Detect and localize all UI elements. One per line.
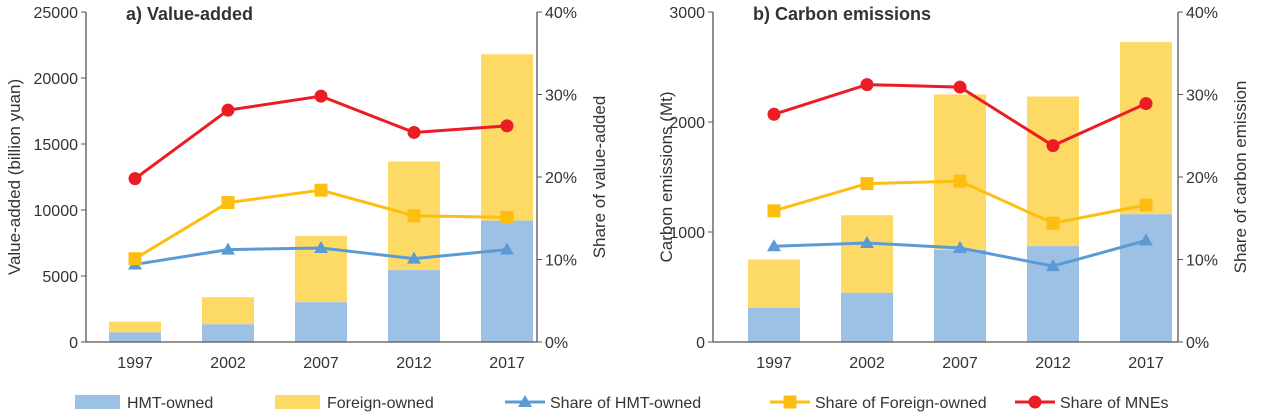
chart-0-line-0-point — [314, 240, 328, 253]
chart-0-y-tick-label: 20000 — [34, 71, 79, 88]
chart-1-bar-hmt — [748, 307, 800, 342]
chart-0-x-tick-label: 2017 — [489, 355, 525, 372]
legend-label: Share of MNEs — [1060, 395, 1168, 412]
chart-1-y-tick-label: 2000 — [669, 115, 705, 132]
chart-0-y2-tick-label: 0% — [545, 335, 568, 352]
chart-1-line-0-point — [1139, 233, 1153, 246]
chart-1-bar-foreign — [841, 215, 893, 293]
legend-label: HMT-owned — [127, 395, 213, 412]
chart-0-y2-tick-label: 20% — [545, 170, 577, 187]
chart-0-y-tick-label: 10000 — [34, 203, 79, 220]
legend-marker — [518, 395, 532, 407]
chart-1-y2-tick-label: 30% — [1186, 88, 1218, 105]
legend-label: Share of Foreign-owned — [815, 395, 987, 412]
chart-1-line-2-point — [767, 107, 781, 121]
legend-marker — [1028, 395, 1042, 409]
chart-1-y-tick-label: 3000 — [669, 5, 705, 22]
legend-label: Share of HMT-owned — [550, 395, 701, 412]
chart-1-bar-foreign — [934, 94, 986, 250]
chart-0-bar-foreign — [202, 297, 254, 325]
chart-0-x-tick-label: 2002 — [210, 355, 246, 372]
legend-swatch — [275, 395, 320, 409]
chart-1-x-tick-label: 2007 — [942, 355, 978, 372]
chart-0-bar-foreign — [481, 54, 533, 221]
chart-1-y2-tick-label: 20% — [1186, 170, 1218, 187]
chart-1-x-tick-label: 2012 — [1035, 355, 1071, 372]
legend-label: Foreign-owned — [327, 395, 434, 412]
chart-0-line-0-point — [500, 242, 514, 255]
chart-0-bar-hmt — [202, 324, 254, 342]
chart-1-y-tick-label: 0 — [696, 335, 705, 352]
chart-0-x-tick-label: 1997 — [117, 355, 153, 372]
chart-1-y2-tick-label: 0% — [1186, 335, 1209, 352]
chart-1-bar-hmt — [1120, 214, 1172, 342]
chart-1-line-1-point — [767, 204, 781, 218]
chart-1-bar-foreign — [748, 259, 800, 308]
chart-0-line-1-point — [221, 196, 235, 210]
chart-0-line-2-point — [500, 119, 514, 133]
chart-1-x-tick-label: 2017 — [1128, 355, 1164, 372]
chart-0-line-0-point — [407, 251, 421, 264]
chart-1-x-tick-label: 2002 — [849, 355, 885, 372]
chart-1-line-2-point — [860, 78, 874, 92]
chart-1-line-2-point — [1139, 97, 1153, 111]
chart-0-y-tick-label: 25000 — [34, 5, 79, 22]
chart-1-line-2-point — [953, 80, 967, 94]
chart-0-line-2 — [134, 94, 508, 180]
chart-0-line-0-point — [221, 242, 235, 255]
chart-1-line-0-point — [953, 240, 967, 253]
chart-1-y2-label: Share of carbon emission — [1231, 81, 1250, 274]
chart-1-y2-tick-label: 10% — [1186, 253, 1218, 270]
chart-0-x-tick-label: 2012 — [396, 355, 432, 372]
chart-0-y-tick-label: 0 — [69, 335, 78, 352]
chart-1-bar-foreign — [1120, 42, 1172, 215]
chart-1-title: b) Carbon emissions — [753, 4, 931, 24]
chart-1-y-tick-label: 1000 — [669, 225, 705, 242]
chart-1-line-1-point — [1046, 216, 1060, 230]
chart-0-bar-hmt — [388, 270, 440, 342]
chart-1-line-1-point — [953, 174, 967, 188]
chart-0-y2-tick-label: 40% — [545, 5, 577, 22]
chart-0-y-label: Value-added (billion yuan) — [5, 79, 24, 275]
chart-0-line-1-point — [407, 209, 421, 223]
chart-0-line-2-point — [314, 89, 328, 103]
legend-marker — [783, 395, 797, 409]
chart-0-y-tick-label: 15000 — [34, 137, 79, 154]
chart-1-line-1-point — [860, 177, 874, 191]
chart-0-y2-label: Share of value-added — [590, 96, 609, 259]
chart-0-x-tick-label: 2007 — [303, 355, 339, 372]
legend-swatch — [75, 395, 120, 409]
chart-0-y-tick-label: 5000 — [42, 269, 78, 286]
chart-1-bar-hmt — [841, 292, 893, 342]
chart-0-line-1-point — [128, 252, 142, 266]
chart-0-line-2-point — [221, 103, 235, 117]
chart-1-line-2-point — [1046, 139, 1060, 153]
chart-1-line-0-point — [767, 239, 781, 252]
chart-0-bar-hmt — [295, 302, 347, 342]
chart-0-line-1-point — [500, 210, 514, 224]
chart-0-bar-hmt — [109, 332, 161, 342]
chart-1-line-1-point — [1139, 198, 1153, 212]
chart-0-bar-foreign — [109, 321, 161, 333]
chart-0-y2-tick-label: 10% — [545, 253, 577, 270]
chart-0-title: a) Value-added — [126, 4, 253, 24]
chart-1-y2-tick-label: 40% — [1186, 5, 1218, 22]
chart-0-line-1-point — [314, 183, 328, 197]
chart-0-bar-hmt — [481, 220, 533, 342]
chart-0-y2-tick-label: 30% — [545, 88, 577, 105]
chart-1-y-label: Carbon emissions (Mt) — [657, 92, 676, 263]
chart-1-x-tick-label: 1997 — [756, 355, 792, 372]
chart-1-bar-hmt — [934, 249, 986, 342]
chart-0-line-2-point — [128, 172, 142, 186]
chart-1-line-0-point — [1046, 259, 1060, 272]
chart-0-line-2-point — [407, 125, 421, 139]
chart-1-line-0-point — [860, 236, 874, 248]
